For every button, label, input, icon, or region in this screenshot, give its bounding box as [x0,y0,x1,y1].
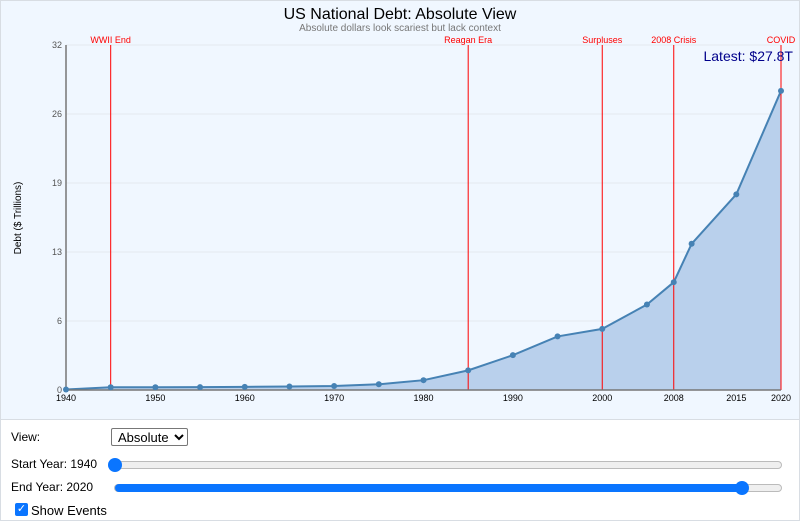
area-fill [66,90,781,390]
y-tick-label: 0 [57,385,62,395]
data-point [63,386,69,393]
data-point [688,240,695,247]
x-tick-label: 1960 [235,393,255,403]
x-tick-label: 1980 [413,393,433,403]
data-point [375,381,382,388]
chart-title: US National Debt: Absolute View [284,6,517,23]
latest-annotation: Latest: $27.8T [703,48,793,64]
event-label: COVID [767,35,796,45]
event-label: Reagan Era [444,35,492,45]
start-year-label: Start Year: 1940 [11,457,98,471]
data-point [331,383,338,390]
y-tick-label: 19 [52,178,62,188]
event-label: 2008 Crisis [651,35,697,45]
show-events-checkbox[interactable]: ✓ [15,503,28,516]
y-tick-label: 26 [52,109,62,119]
data-point [670,279,677,286]
data-point [643,301,650,308]
x-tick-label: 2008 [664,393,684,403]
data-point [733,191,740,198]
data-point [241,383,248,390]
controls-panel: View: Absolute Start Year: 1940 End Year… [0,420,800,521]
end-year-thumb[interactable] [734,481,749,495]
end-year-label: End Year: 2020 [11,480,94,494]
data-point [554,333,561,340]
x-tick-label: 1970 [324,393,344,403]
x-tick-label: 1990 [503,393,523,403]
start-year-thumb[interactable] [108,458,122,472]
y-tick-label: 32 [52,40,62,50]
data-point [599,325,606,332]
data-point [107,384,114,391]
x-tick-label: 2000 [592,393,612,403]
data-point [465,367,472,374]
data-point [152,384,159,391]
view-select[interactable]: Absolute [111,428,188,446]
y-tick-label: 13 [52,247,62,257]
x-tick-label: 1950 [145,393,165,403]
debt-chart: US National Debt: Absolute View Absolute… [13,6,796,403]
data-point [509,352,516,359]
start-year-slider[interactable] [108,458,782,472]
event-label: WWII End [90,35,131,45]
chart-subtitle: Absolute dollars look scariest but lack … [299,23,501,34]
data-point [197,384,204,391]
data-point [778,87,784,94]
end-year-fill [115,484,742,492]
x-tick-label: 2015 [726,393,746,403]
x-tick-label: 1940 [56,393,76,403]
y-axis-label: Debt ($ Trillions) [13,182,24,255]
view-label: View: [11,430,41,444]
show-events-label[interactable]: Show Events [31,503,107,518]
end-year-slider[interactable] [114,481,782,495]
chart-panel: US National Debt: Absolute View Absolute… [0,0,800,420]
x-tick-label: 2020 [771,393,791,403]
event-label: Surpluses [582,35,623,45]
y-tick-label: 6 [57,316,62,326]
debt-line [65,90,782,391]
data-point [420,377,427,384]
data-point [286,383,293,390]
